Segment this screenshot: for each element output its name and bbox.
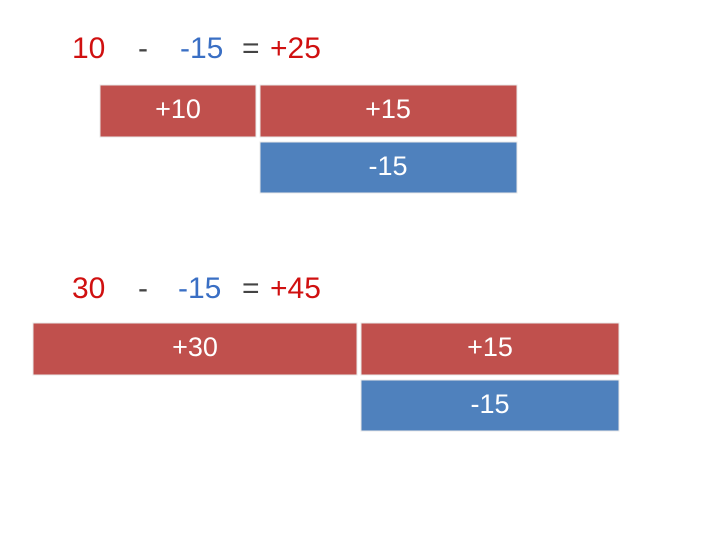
block [360, 379, 620, 432]
block-label: -15 [470, 389, 509, 419]
block-label: +10 [155, 94, 201, 124]
example-1: 10 - -15 = +25 +10 +15 -15 [72, 32, 518, 194]
block [99, 84, 257, 138]
block-label: +30 [172, 332, 218, 362]
subtrahend: -15 [178, 272, 221, 305]
block [259, 84, 518, 138]
equals: = [242, 272, 260, 305]
operator: - [138, 32, 148, 65]
block-label: +15 [365, 94, 411, 124]
result: +25 [270, 32, 321, 65]
example-2: 30 - -15 = +45 +30 +15 -15 [32, 272, 620, 432]
block-label: -15 [368, 151, 407, 181]
operator: - [138, 272, 148, 305]
equals: = [242, 32, 260, 65]
subtrahend: -15 [180, 32, 223, 65]
block [32, 322, 358, 376]
block [360, 322, 620, 376]
result: +45 [270, 272, 321, 305]
minuend: 30 [72, 272, 105, 305]
minuend: 10 [72, 32, 105, 65]
block-label: +15 [467, 332, 513, 362]
block [259, 141, 518, 194]
